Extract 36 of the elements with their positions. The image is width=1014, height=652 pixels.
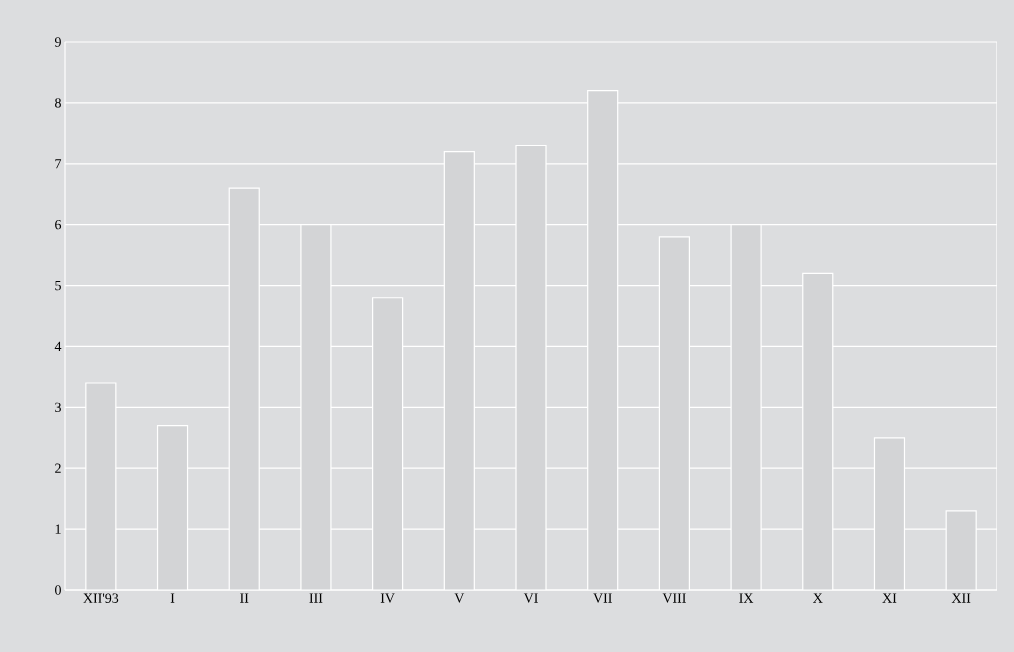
x-tick-label: IX: [739, 593, 754, 603]
y-tick-label: 9: [54, 37, 61, 47]
y-tick-label: 5: [55, 280, 61, 291]
x-tick-label: IV: [380, 593, 395, 603]
x-tick-label: I: [170, 593, 175, 603]
bar: [443, 151, 475, 590]
bar: [85, 382, 117, 590]
bar: [945, 510, 977, 590]
y-tick-label: 2: [55, 463, 61, 473]
bar: [802, 272, 834, 590]
y-tick-label: 8: [55, 98, 61, 108]
bar: [156, 425, 189, 590]
x-tick-label: VII: [593, 593, 612, 603]
y-tick-label: 1: [55, 524, 61, 534]
y-tick-label: 4: [54, 341, 62, 352]
x-tick-label: II: [240, 593, 249, 603]
y-tick-label: 3: [55, 402, 61, 413]
x-tick-label: VI: [523, 593, 538, 603]
bar: [372, 297, 404, 590]
y-tick-label: 6: [55, 219, 62, 230]
bar: [658, 236, 690, 590]
x-tick-label: X: [813, 593, 823, 603]
x-tick-label: VIII: [662, 593, 686, 603]
y-tick-label: 7: [55, 159, 62, 169]
x-tick-label: XII'93: [83, 593, 119, 603]
bar: [730, 224, 762, 590]
bar: [515, 144, 547, 590]
bar: [228, 187, 260, 590]
x-tick-label: V: [454, 593, 465, 603]
bar: [300, 224, 332, 590]
bar: [873, 437, 906, 590]
x-tick-label: XI: [882, 593, 897, 603]
bar: [587, 90, 619, 590]
x-tick-label: XII: [951, 593, 971, 603]
y-tick-label: 0: [55, 585, 61, 595]
x-tick-label: III: [309, 593, 323, 603]
